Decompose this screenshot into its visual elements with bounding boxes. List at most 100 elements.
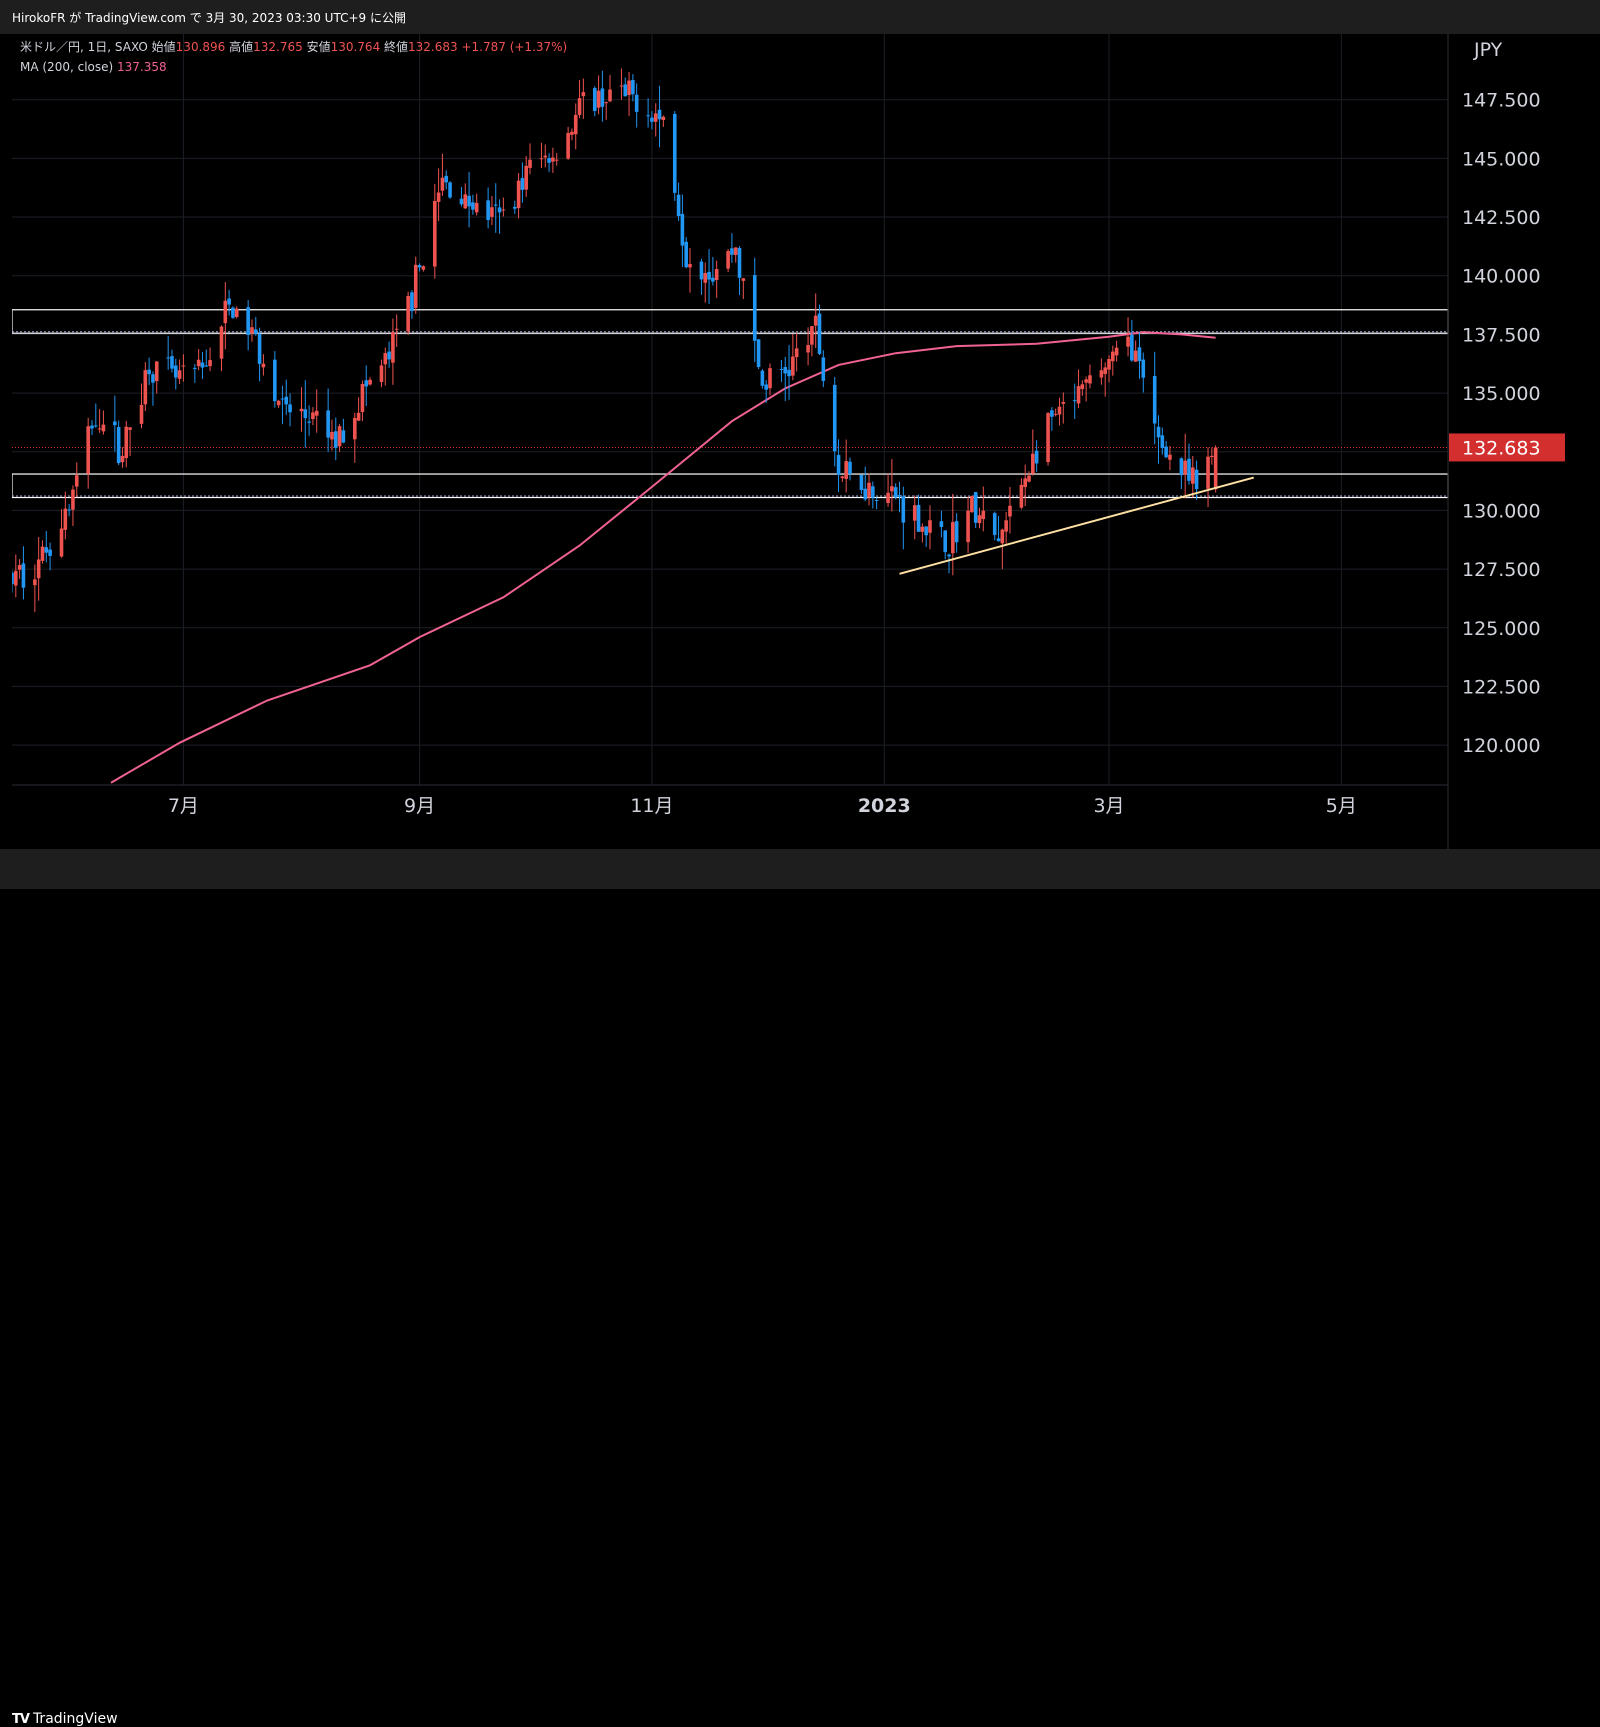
candle-body: [867, 482, 871, 498]
candle-body: [573, 114, 578, 135]
candle-body: [330, 431, 334, 440]
chart-grid: [12, 34, 1448, 785]
candle-body: [463, 194, 468, 209]
candle-body: [128, 427, 132, 430]
candle-body: [1210, 455, 1214, 458]
candle-body: [1156, 426, 1161, 438]
candle-body: [1168, 454, 1172, 460]
candle-body: [794, 348, 799, 358]
candle-body: [756, 339, 761, 368]
legend-ma: MA (200, close) 137.358: [20, 60, 167, 74]
y-tick-label: 130.000: [1462, 500, 1541, 522]
candle-body: [314, 410, 319, 416]
legend-field: 始値: [152, 39, 176, 54]
candle-body: [284, 396, 289, 405]
candle-body: [970, 496, 974, 513]
candle-body: [992, 513, 997, 535]
candle-body: [1114, 347, 1119, 356]
y-tick-label: 125.000: [1462, 618, 1541, 640]
legend-ohlc: 米ドル／円, 1日, SAXO 始値130.896 高値132.765 安値13…: [20, 39, 567, 54]
candle-body: [394, 328, 399, 330]
candle-body: [1107, 358, 1111, 370]
candle-body: [676, 194, 681, 217]
candle-body: [436, 192, 441, 202]
brand-name: TradingView: [32, 1711, 118, 1727]
candle-body: [497, 207, 502, 213]
candle-body: [520, 178, 525, 190]
x-tick-label: 11月: [630, 795, 673, 817]
candle-body: [608, 89, 612, 102]
candle-body: [577, 98, 582, 116]
candle-body: [387, 351, 391, 360]
candle-body: [59, 528, 64, 557]
tradingview-logo[interactable]: TV TradingView: [12, 1711, 118, 1727]
candle-body: [459, 198, 464, 205]
candle-body: [90, 425, 94, 429]
candle-body: [97, 428, 102, 430]
price-chart[interactable]: 120.000122.500125.000127.500130.000132.5…: [10, 34, 1588, 849]
candlestick-series: [10, 68, 1218, 613]
candle-body: [543, 155, 548, 158]
candle-body: [196, 359, 201, 367]
candle-body: [21, 563, 26, 588]
candle-body: [124, 426, 129, 459]
candle-body: [1050, 410, 1054, 417]
candle-body: [67, 509, 71, 511]
candle-body: [844, 461, 848, 479]
trendline: [899, 476, 1255, 575]
candle-body: [741, 278, 746, 281]
chart-area[interactable]: 120.000122.500125.000127.500130.000132.5…: [10, 34, 1588, 849]
candle-body: [657, 109, 662, 120]
y-tick-label: 137.500: [1462, 324, 1541, 346]
candle-body: [33, 579, 37, 586]
candle-body: [874, 500, 879, 502]
chart-legend: 米ドル／円, 1日, SAXO 始値130.896 高値132.765 安値13…: [20, 39, 567, 74]
y-tick-label: 122.500: [1462, 676, 1541, 698]
candle-body: [848, 461, 852, 474]
candle-body: [711, 277, 715, 282]
candle-body: [490, 207, 494, 217]
candle-body: [890, 486, 894, 492]
candle-body: [204, 365, 209, 367]
candle-body: [116, 427, 121, 464]
candle-body: [139, 404, 144, 424]
candle-body: [1057, 406, 1062, 415]
candle-body: [924, 526, 928, 536]
candle-body: [1031, 453, 1035, 474]
candle-body: [547, 158, 551, 163]
candle-body: [733, 247, 738, 255]
candle-body: [1141, 359, 1146, 378]
candle-body: [596, 90, 601, 108]
candle-body: [760, 370, 765, 386]
legend-field: +1.787 (+1.37%): [461, 40, 567, 54]
candle-body: [181, 365, 186, 367]
ascending-trendline: [899, 476, 1255, 575]
candle-body: [353, 417, 357, 440]
candle-body: [901, 496, 906, 523]
candle-body: [703, 272, 708, 283]
candle-body: [63, 508, 68, 530]
candle-body: [1023, 478, 1027, 488]
candle-body: [528, 159, 532, 168]
candle-body: [151, 374, 155, 383]
candle-body: [600, 88, 605, 107]
candle-body: [817, 313, 822, 354]
candle-body: [920, 526, 925, 532]
candle-body: [154, 361, 159, 382]
candle-body: [680, 213, 685, 246]
candle-body: [71, 489, 75, 510]
candle-body: [1111, 351, 1115, 362]
candle-body: [912, 505, 917, 521]
ma200-line: [110, 331, 1216, 784]
candle-body: [1190, 467, 1195, 484]
y-tick-label: 147.500: [1462, 90, 1541, 112]
candle-body: [752, 275, 757, 341]
legend-field: 高値: [229, 39, 253, 54]
candle-body: [570, 131, 574, 135]
candle-body: [859, 474, 864, 491]
candle-body: [44, 547, 49, 553]
candle-body: [200, 362, 205, 368]
candle-body: [783, 367, 788, 374]
candle-body: [832, 384, 837, 452]
candle-body: [501, 209, 506, 211]
